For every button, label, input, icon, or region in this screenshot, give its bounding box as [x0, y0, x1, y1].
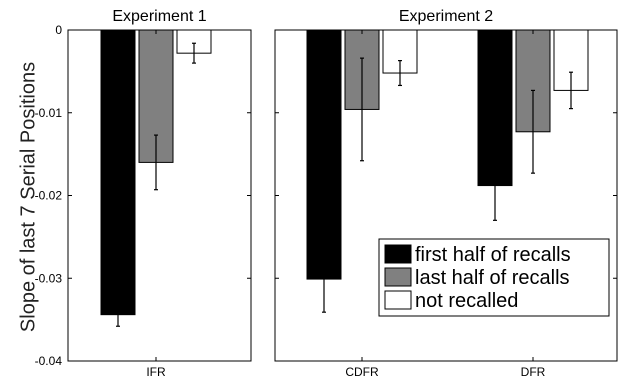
y-tick-label: 0 — [55, 23, 62, 37]
legend-label-2: last half of recalls — [415, 267, 570, 289]
y-tick-label: -0.01 — [35, 106, 63, 120]
bar-ifr-series-1 — [100, 29, 136, 316]
legend-swatch-2 — [384, 267, 412, 287]
legend-label-1: first half of recalls — [415, 244, 571, 266]
legend-box — [378, 238, 610, 317]
legend-swatch-1 — [384, 244, 412, 264]
panels-layer: Experiment 10-0.01-0.02-0.03-0.04IFRExpe… — [35, 8, 618, 379]
y-axis-label: Slope of last 7 Serial Positions — [17, 62, 39, 332]
y-tick-label: -0.03 — [35, 271, 63, 285]
x-tick-label: DFR — [521, 365, 546, 379]
panel-2: Experiment 2 CDFR DFR — [274, 8, 618, 379]
x-tick-label: CDFR — [345, 365, 379, 379]
legend-label-3: not recalled — [415, 290, 518, 312]
y-tick-label: -0.02 — [35, 189, 63, 203]
panel-title: Experiment 2 — [399, 8, 493, 25]
panel-1: Experiment 1 0 -0.01 -0.02 -0.03 -0.04 IFR — [35, 8, 252, 379]
y-tick-label: -0.04 — [35, 354, 63, 368]
panel-title: Experiment 1 — [112, 8, 206, 25]
x-tick-label: IFR — [146, 365, 166, 379]
bar-dfr-series-1 — [477, 29, 513, 187]
bar-cdfr-series-1 — [306, 29, 342, 280]
legend-swatch-3 — [384, 290, 412, 310]
